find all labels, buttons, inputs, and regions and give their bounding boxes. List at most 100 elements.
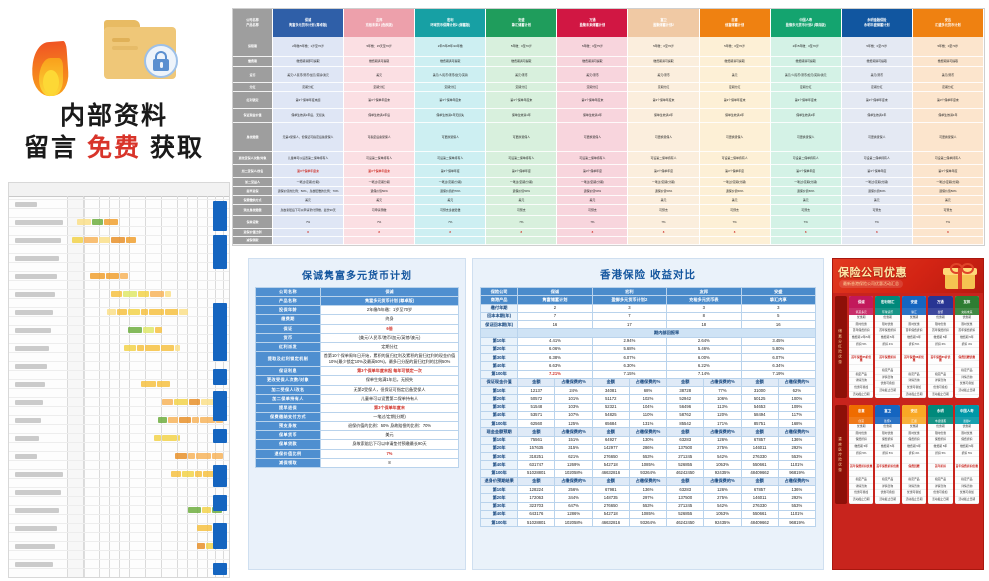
irr-data-row: 第100年 51028801 102058% 46632816 93264% 462424… xyxy=(481,519,816,527)
irr-rate-value: 7.14% xyxy=(667,370,741,378)
spreadsheet-thumbnail[interactable] xyxy=(8,182,230,578)
product-name: 隽富多元货币计划 (尊卓版) xyxy=(289,23,327,28)
promo-detail-row: · xyxy=(849,471,873,478)
comparison-cell: 可设第二保单持有人 xyxy=(913,152,983,165)
irr-data-value: 31000 xyxy=(741,387,778,395)
comparison-cell xyxy=(628,237,698,245)
comparison-cell: 5年缴：0至70岁 xyxy=(700,37,770,57)
irr-data-value: 142977 xyxy=(592,444,629,452)
irr-data-value: 85542 xyxy=(667,420,704,428)
promo-detail-row: 缴费期 5年 xyxy=(875,335,899,342)
comparison-cell: 一笔过/定期(分期) xyxy=(842,178,912,187)
irr-subcol-header: 金额 xyxy=(592,477,629,485)
irr-row-label: 回本本期(年) xyxy=(481,312,518,320)
promo-column-5[interactable]: 中国人寿盈御2优惠期限时优惠保费折扣缴费期 5年折扣 5%·首年保费折扣优惠·指… xyxy=(955,405,979,504)
comparison-cell: 美元/港币 xyxy=(913,67,983,83)
comparison-cell: 可设第二保单持有人 xyxy=(628,152,698,165)
promo-column-2[interactable]: 宏利领汇环球货币优惠期限时优惠首年保费折扣缴费期 5年折扣 4%·首年保费折扣·… xyxy=(875,296,899,398)
plan-row-value: 隽富多元货币计划 (尊卓版) xyxy=(321,297,459,306)
irr-subcol-header: 金额 xyxy=(667,428,704,436)
promo-column-5[interactable]: 友邦充裕未来优惠期限时优惠首年保费折扣缴费期 5年折扣 4%·保费回赠优惠·指定… xyxy=(955,296,979,398)
promo-column-4[interactable]: 万通盈聚优惠期限时优惠首年保费折扣缴费期 5年折扣 6%·首年保费85折优惠·指… xyxy=(928,296,952,398)
irr-subcol-header: 占缴保费的% xyxy=(778,378,815,386)
irr-data-value: 93264% xyxy=(629,469,666,477)
promo-detail-row: · xyxy=(902,471,926,478)
promo-detail-row: · xyxy=(928,471,952,478)
irr-subsection-label: 退身价预期结果 xyxy=(481,477,518,485)
promo-detail-row: 指定产品 xyxy=(928,477,952,484)
product-name: 汇盛多元货币计划 xyxy=(935,23,961,28)
comparison-cell: 第3个保单年度 xyxy=(486,165,556,178)
comparison-cell: 第3个保单年度 xyxy=(415,165,485,178)
comparison-row-label-column: 公司名称 产品名称 保障期 缴费期 货币 分红 红利锁定 保证现金价值 身故赔偿 更改受保人次数/… xyxy=(233,9,273,245)
irr-row-label: 第40年 xyxy=(481,411,518,419)
irr-data-value: 276650 xyxy=(592,502,629,510)
irr-row-label: 第10年 xyxy=(481,337,518,345)
comparison-cell: 定期分红 xyxy=(273,83,343,92)
promo-detail-row: 首年保费折扣 xyxy=(875,328,899,335)
comparison-cell: 保单生效满1年后 xyxy=(344,109,414,123)
comparison-row-label: 保证现金价值 xyxy=(233,109,272,123)
promo-detail-row: 首年折扣 xyxy=(928,464,952,471)
promo-column-1[interactable]: 保诚隽富多元优惠期限时优惠首年保费折扣缴费期 2年/5年折扣 5%·首年保费85… xyxy=(849,296,873,398)
comparison-cell: 8 xyxy=(486,229,556,238)
irr-data-row: 第100年 62560 125% 65684 131% 85542 171% 85751 168… xyxy=(481,420,816,428)
insurance-promotion-panel[interactable]: 保险公司优惠 最新香港保险公司优惠活动汇总 储蓄分红险优惠 保诚 隽富多元 优惠期 限时… xyxy=(832,258,984,570)
plan-row: 减保领取 8 xyxy=(256,458,459,467)
promo-text-b: 获取 xyxy=(150,134,204,162)
irr-rate-value: 6.06% xyxy=(518,345,592,353)
comparison-column-header: 中国人寿 盈御多元货币计划2 (尊尚版) xyxy=(771,9,841,37)
product-name: 盈聚未来储蓄计划 xyxy=(580,23,606,28)
promo-column-3[interactable]: 安盛挚汇优惠期限时优惠首年保费折扣缴费期 5年折扣 5%·首年保费88折优惠·指… xyxy=(902,296,926,398)
promo-detail-row: · xyxy=(928,365,952,372)
comparison-column-8[interactable]: 中国人寿 盈御多元货币计划2 (尊尚版) 2年/5年缴：0至70岁 缴费期满可提取 美元… xyxy=(771,9,842,245)
comparison-column-5[interactable]: 万通 盈聚未来储蓄计划 5年缴：0至75岁 缴费期满可提取 美元/港币 定期分红 第3个保单… xyxy=(557,9,628,245)
comparison-column-10[interactable]: 安达 汇盛多元货币计划 5年缴：0至70岁 缴费期满可提取 美元/港币 定期分红 第3个保单… xyxy=(913,9,984,245)
comparison-cell: 缴费期满即可提取 xyxy=(273,57,343,67)
irr-data-value: 65684 xyxy=(592,420,629,428)
promo-detail-row: 活动截止日期 xyxy=(955,388,979,395)
irr-rate-value: 6.30% xyxy=(592,362,666,370)
hk-insurance-return-table[interactable]: 香港保险 收益对比 保险公司 保诚 宏利 友邦 安盛 商港产品 隽富储蓄计划 盈御多元货币计划… xyxy=(472,258,824,570)
irr-data-value: 276650 xyxy=(592,453,629,461)
irr-data-value: 146011 xyxy=(741,494,778,502)
promo-detail-row: · xyxy=(902,365,926,372)
plan-rows: 公司名称 保诚 产品名称 隽富多元货币计划 (尊卓版) 投保年龄 2年缴/5年缴：1岁至7… xyxy=(255,287,459,468)
irr-rate-row: 第10年 4.41% 2.94% 2.64% 3.45% xyxy=(481,337,816,345)
comparison-cell: 5年缴：0至70岁 xyxy=(628,37,698,57)
comparison-column-9[interactable]: 永明金融保险 永明丰盛储蓄计划 5年缴：0至70岁 缴费期满可提取 美元/港币 定期分红第… xyxy=(842,9,913,245)
promo-column-2[interactable]: 富卫盈聚2优惠期限时优惠保费折扣缴费期 5年折扣 5%·首年保费折扣优惠·指定产… xyxy=(875,405,899,504)
irr-data-value: 271245 xyxy=(667,453,704,461)
prudential-plan-table[interactable]: 保诚隽富多元货币计划 公司名称 保诚 产品名称 隽富多元货币计划 (尊卓版) 投保年龄 2… xyxy=(248,258,466,570)
comparison-column-7[interactable]: 忠意 创富储蓄计划 5年缴：0至70岁 缴费期满可提取 美元 定期分红 第3个保单年度末 保单… xyxy=(700,9,771,245)
promo-detail-row: 折扣 4% xyxy=(902,451,926,458)
promo-detail-row: · xyxy=(955,457,979,464)
irr-subcol-header: 金额 xyxy=(592,428,629,436)
comparison-column-1[interactable]: 保诚 隽富多元货币计划 (尊卓版) 2年缴/5年缴：1岁至70岁 缴费期满即可提取 美元… xyxy=(273,9,344,245)
plan-row-label: 保单贷款 xyxy=(256,440,321,449)
promo-column-3[interactable]: 安达汇盛优惠期限时优惠保费折扣缴费期 5年折扣 4%·保费回赠·指定产品详情咨询… xyxy=(902,405,926,504)
irr-data-row: 第30年 318251 621% 276650 553% 271245 542% 276330… xyxy=(481,453,816,461)
promo-detail-row: 活动截止日期 xyxy=(902,497,926,504)
comparison-row-label: 加二受益人 xyxy=(233,178,272,187)
product-name: 永明丰盛储蓄计划 xyxy=(864,23,890,28)
comparison-cell: 一笔过/定期(分期) xyxy=(557,178,627,187)
comparison-column-3[interactable]: 宏利 环球货币保障计划2 (储蓄版) 2年/5年/8年/10年缴 缴费期满可提取 美元/… xyxy=(415,9,486,245)
promo-column-1[interactable]: 忠意创富优惠期限时优惠保费折扣缴费期 5年折扣 5%·首年保费折扣优惠·指定产品… xyxy=(849,405,873,504)
promo-detail-row: 缴费期 5年 xyxy=(955,335,979,342)
promo-detail-row: 保费折扣 xyxy=(902,437,926,444)
comparison-column-2[interactable]: 友邦 充裕未来3 (危疾版) 5年缴：15天至70岁 缴费期满可提取 美元 定期分红 第3个… xyxy=(344,9,415,245)
promo-column-4[interactable]: 永明丰盛储蓄优惠期限时优惠保费折扣缴费期 5年折扣 5%·首年折扣·指定产品详情… xyxy=(928,405,952,504)
irr-data-value: 148735 xyxy=(592,494,629,502)
promo-detail-row: · xyxy=(875,361,899,368)
irr-value: 18 xyxy=(667,321,741,329)
comparison-column-6[interactable]: 富卫 盈聚储蓄计划2 5年缴：0至70岁 缴费期满可提取 美元/港币 定期分红 第3个保单年… xyxy=(628,9,699,245)
irr-company-name: 安盛 xyxy=(741,288,815,296)
product-comparison-table[interactable]: 公司名称 产品名称 保障期 缴费期 货币 分红 红利锁定 保证现金价值 身故赔偿 更改受保人次数/… xyxy=(232,8,985,246)
promo-detail-row: 优惠期 xyxy=(849,315,873,322)
promo-product-subheader: 汇盛 xyxy=(902,417,926,424)
irr-data-value: 46632816 xyxy=(592,469,629,477)
irr-rate-value: 5.68% xyxy=(592,345,666,353)
plan-row: 红利派发 定期分红 xyxy=(256,342,459,351)
comparison-column-4[interactable]: 安盛 挚汇储蓄计划 5年缴：0至70岁 缴费期满可提取 美元/港币 定期分红 第3个保单年度… xyxy=(486,9,557,245)
